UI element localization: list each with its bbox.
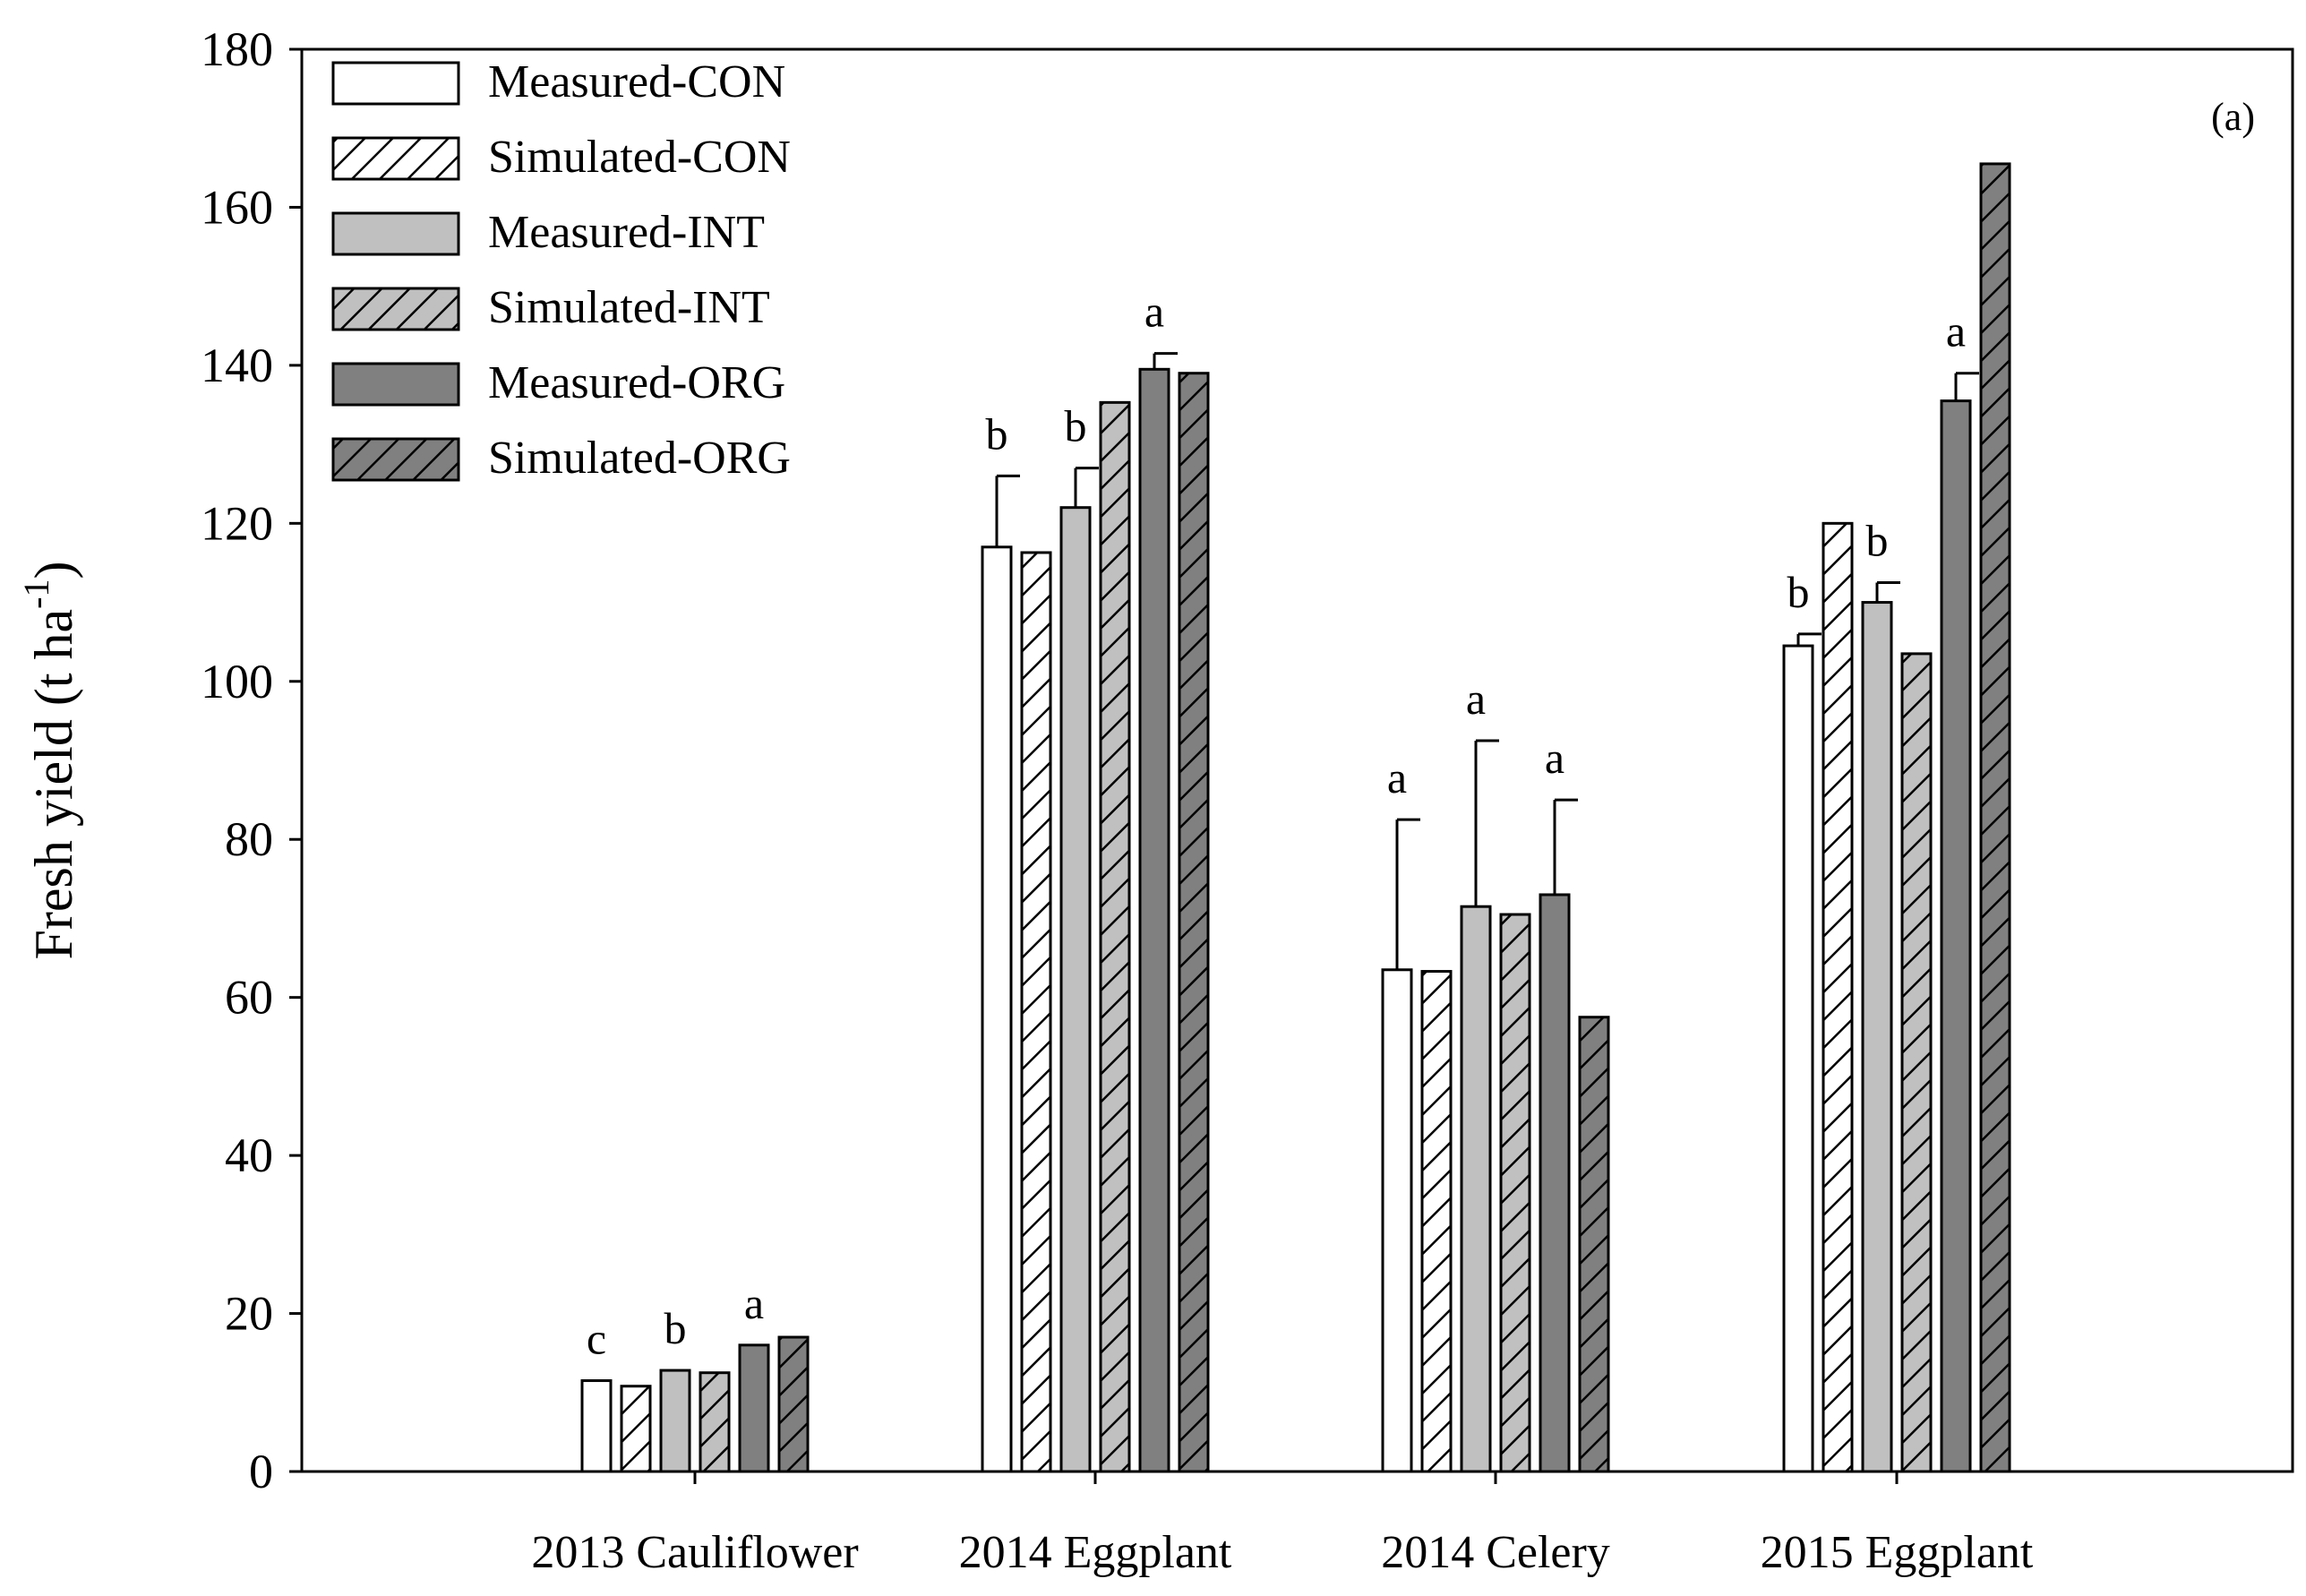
bar-simulated-int-4 <box>1900 652 1933 1473</box>
y-tick-label: 0 <box>249 1445 273 1498</box>
bar-measured-org-1 <box>738 1343 770 1473</box>
legend-label: Measured-CON <box>488 56 785 107</box>
y-axis-title-main: Fresh yield (t ha <box>24 609 83 960</box>
legend-label: Measured-INT <box>488 207 765 258</box>
y-tick-label: 160 <box>201 180 273 234</box>
bar-simulated-con-3 <box>1420 970 1453 1473</box>
significance-letter: a <box>1144 287 1164 337</box>
y-tick-label: 40 <box>225 1128 273 1182</box>
bar-measured-int-4 <box>1861 601 1893 1473</box>
bar-measured-org-2 <box>1138 367 1170 1473</box>
legend-label: Simulated-INT <box>488 282 770 333</box>
x-category-label: 2015 Eggplant <box>1761 1527 2034 1578</box>
bar-simulated-int-2 <box>1099 400 1131 1473</box>
y-tick-label: 140 <box>201 339 273 392</box>
x-category-label: 2014 Eggplant <box>959 1527 1232 1578</box>
legend-label: Simulated-ORG <box>488 433 791 484</box>
significance-letter: b <box>986 408 1008 459</box>
bar-simulated-org-4 <box>1979 162 2011 1473</box>
significance-letter: b <box>664 1303 687 1353</box>
y-axis-title-close: ) <box>24 562 83 579</box>
bar-measured-org-4 <box>1940 399 1972 1473</box>
significance-letter: b <box>1065 401 1087 451</box>
bar-simulated-con-2 <box>1020 551 1052 1473</box>
y-tick-label: 100 <box>201 655 273 708</box>
significance-letter: b <box>1787 567 1810 617</box>
x-category-label: 2014 Celery <box>1381 1527 1610 1578</box>
legend-label: Simulated-CON <box>488 132 791 183</box>
legend-label: Measured-ORG <box>488 357 785 408</box>
significance-letter: a <box>744 1278 764 1328</box>
legend-swatch-simulated-int <box>331 287 460 331</box>
y-tick-label: 60 <box>225 971 273 1025</box>
y-tick-label: 80 <box>225 812 273 866</box>
significance-letter: a <box>1946 306 1966 356</box>
bar-measured-con-4 <box>1782 644 1814 1473</box>
y-tick-label: 20 <box>225 1287 273 1341</box>
significance-letter: a <box>1466 674 1486 724</box>
bar-simulated-con-4 <box>1822 521 1854 1473</box>
bar-simulated-int-3 <box>1499 913 1531 1473</box>
bar-measured-int-2 <box>1059 506 1092 1473</box>
bar-measured-org-3 <box>1539 893 1571 1473</box>
bar-simulated-org-1 <box>777 1335 810 1473</box>
bar-measured-int-1 <box>659 1369 691 1473</box>
axes-layer: 0 20 40 60 80 100 120 140 160 180 2013 Cauliflower… <box>201 22 2034 1578</box>
panel-label: (a) <box>2211 95 2255 139</box>
bar-simulated-org-2 <box>1178 372 1210 1473</box>
bar-simulated-int-1 <box>699 1371 731 1473</box>
legend-swatch-measured-int <box>331 211 460 256</box>
significance-letter: b <box>1866 516 1889 566</box>
bars-layer <box>580 162 2011 1473</box>
x-category-label: 2013 Cauliflower <box>531 1527 858 1578</box>
legend-swatch-simulated-org <box>331 437 460 482</box>
bar-simulated-org-3 <box>1578 1016 1610 1473</box>
plot-frame <box>300 47 2294 1473</box>
legend-swatch-measured-org <box>331 362 460 407</box>
legend-swatch-simulated-con <box>331 136 460 181</box>
legend: Measured-CON Simulated-CON Measured-INT Sim… <box>331 56 791 484</box>
legend-swatch-measured-con <box>331 61 460 106</box>
annotation-layer: c b a b b a a a a b b a <box>587 287 1979 1364</box>
bar-simulated-con-1 <box>620 1385 652 1473</box>
y-tick-label: 180 <box>201 22 273 76</box>
significance-letter: c <box>587 1314 606 1364</box>
bar-measured-con-3 <box>1381 968 1413 1473</box>
bar-measured-int-3 <box>1460 905 1492 1473</box>
significance-letter: a <box>1545 733 1564 783</box>
y-axis-title-superscript: -1 <box>16 579 56 609</box>
bar-measured-con-1 <box>580 1379 613 1473</box>
y-axis-title: Fresh yield (t ha-1) <box>16 562 83 960</box>
y-tick-label: 120 <box>201 496 273 550</box>
significance-letter: a <box>1387 752 1407 802</box>
bar-measured-con-2 <box>981 545 1013 1473</box>
